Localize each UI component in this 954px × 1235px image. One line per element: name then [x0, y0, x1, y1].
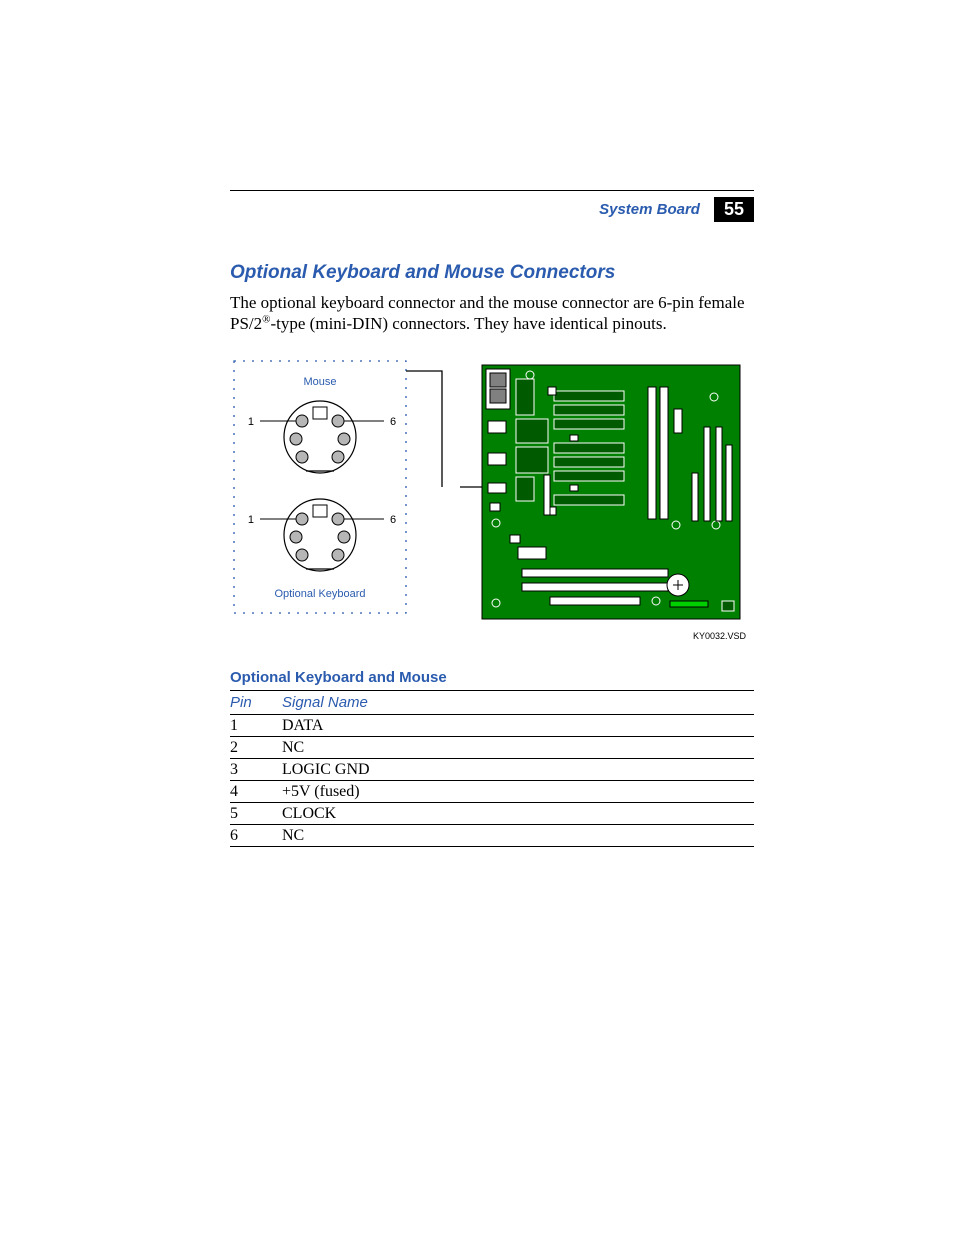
keyboard-label: Optional Keyboard — [274, 588, 365, 600]
table-row: 4 +5V (fused) — [230, 780, 754, 802]
pin1-label: 1 — [248, 416, 254, 428]
figure: Mouse 1 6 — [230, 357, 754, 627]
table-row: 6 NC — [230, 824, 754, 846]
cell-pin: 6 — [230, 824, 282, 846]
cell-signal: NC — [282, 736, 754, 758]
registered-symbol: ® — [262, 314, 270, 326]
page-number: 55 — [714, 197, 754, 222]
cell-pin: 1 — [230, 714, 282, 736]
cell-pin: 5 — [230, 802, 282, 824]
section-title: Optional Keyboard and Mouse Connectors — [230, 262, 754, 284]
connector-diagram: Mouse 1 6 — [230, 357, 460, 617]
table-header-row: Pin Signal Name — [230, 690, 754, 714]
pin1-label-kb: 1 — [248, 514, 254, 526]
cell-signal: +5V (fused) — [282, 780, 754, 802]
cell-signal: LOGIC GND — [282, 758, 754, 780]
col-signal: Signal Name — [282, 690, 754, 714]
top-rule — [230, 190, 754, 191]
table-row: 2 NC — [230, 736, 754, 758]
section-body: The optional keyboard connector and the … — [230, 292, 754, 335]
page: System Board 55 Optional Keyboard and Mo… — [0, 0, 954, 1235]
cell-pin: 2 — [230, 736, 282, 758]
table-title: Optional Keyboard and Mouse — [230, 669, 754, 686]
cell-pin: 4 — [230, 780, 282, 802]
cell-signal: DATA — [282, 714, 754, 736]
table-row: 1 DATA — [230, 714, 754, 736]
page-header: System Board 55 — [230, 197, 754, 222]
cell-signal: NC — [282, 824, 754, 846]
cell-signal: CLOCK — [282, 802, 754, 824]
header-section-label: System Board — [599, 201, 700, 218]
col-pin: Pin — [230, 690, 282, 714]
motherboard-diagram — [460, 357, 750, 627]
cell-pin: 3 — [230, 758, 282, 780]
mouse-label: Mouse — [303, 376, 336, 388]
body-text-post: -type (mini-DIN) connectors. They have i… — [271, 314, 667, 333]
pin6-label: 6 — [390, 416, 396, 428]
table-row: 5 CLOCK — [230, 802, 754, 824]
table-row: 3 LOGIC GND — [230, 758, 754, 780]
pin-table: Pin Signal Name 1 DATA 2 NC 3 LOGIC GND … — [230, 690, 754, 847]
figure-caption: KY0032.VSD — [230, 631, 746, 641]
pin6-label-kb: 6 — [390, 514, 396, 526]
